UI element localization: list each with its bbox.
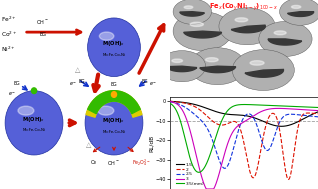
Circle shape xyxy=(219,8,275,45)
Ellipse shape xyxy=(250,61,264,65)
Text: EG: EG xyxy=(141,79,148,84)
Text: M(OH)$_x$: M(OH)$_x$ xyxy=(102,39,126,48)
Text: M=Fe,Co,Ni: M=Fe,Co,Ni xyxy=(23,128,45,132)
Ellipse shape xyxy=(18,106,34,115)
Text: Fe$^{2+}$: Fe$^{2+}$ xyxy=(1,14,16,24)
Text: EG: EG xyxy=(111,82,117,87)
Circle shape xyxy=(85,91,143,155)
Circle shape xyxy=(158,51,206,82)
Circle shape xyxy=(280,0,318,25)
Text: M(OH)$_x$: M(OH)$_x$ xyxy=(23,115,45,124)
Text: M=Fe,Co,Ni: M=Fe,Co,Ni xyxy=(102,53,126,57)
Text: EG: EG xyxy=(14,81,20,86)
Text: △: △ xyxy=(86,143,91,149)
Text: OH$^-$: OH$^-$ xyxy=(36,18,49,26)
Polygon shape xyxy=(184,31,222,38)
Ellipse shape xyxy=(184,6,193,9)
Text: OH$^-$: OH$^-$ xyxy=(107,159,121,167)
Circle shape xyxy=(173,12,232,51)
Polygon shape xyxy=(200,66,236,73)
Polygon shape xyxy=(268,39,302,45)
Circle shape xyxy=(232,50,294,91)
Circle shape xyxy=(111,92,116,97)
Text: O$_2$: O$_2$ xyxy=(90,158,98,167)
Polygon shape xyxy=(231,25,265,33)
Ellipse shape xyxy=(190,22,204,26)
Text: $e^-$: $e^-$ xyxy=(149,80,157,88)
Circle shape xyxy=(189,48,245,85)
Circle shape xyxy=(173,0,211,24)
Ellipse shape xyxy=(274,31,286,35)
Wedge shape xyxy=(86,91,142,117)
Circle shape xyxy=(259,21,312,57)
Text: Ni$^{2+}$: Ni$^{2+}$ xyxy=(1,44,15,54)
Legend: 1.5, 2, 2.5, 3, 3.5(mm): 1.5, 2, 2.5, 3, 3.5(mm) xyxy=(175,162,205,187)
Circle shape xyxy=(31,88,37,94)
Text: Co$^{2+}$: Co$^{2+}$ xyxy=(1,29,17,39)
Text: Fe$_2$O$_4^{2-}$: Fe$_2$O$_4^{2-}$ xyxy=(132,157,151,168)
Circle shape xyxy=(88,18,140,77)
Text: $e^-$: $e^-$ xyxy=(8,91,16,98)
Ellipse shape xyxy=(99,32,114,40)
Polygon shape xyxy=(287,12,314,16)
Ellipse shape xyxy=(292,5,301,8)
Ellipse shape xyxy=(235,18,248,22)
Polygon shape xyxy=(245,70,283,77)
Wedge shape xyxy=(88,91,140,114)
Text: M=Fe,Co,Ni: M=Fe,Co,Ni xyxy=(102,130,126,134)
Y-axis label: RL/dB: RL/dB xyxy=(149,135,154,152)
Text: M(OH)$_x$: M(OH)$_x$ xyxy=(102,116,126,125)
Text: EG: EG xyxy=(39,32,46,36)
Ellipse shape xyxy=(172,59,183,62)
Polygon shape xyxy=(167,66,197,72)
Polygon shape xyxy=(180,12,204,16)
Text: Fe$_x$(Co$_y$Ni$_{1-y}$)$_{100-x}$: Fe$_x$(Co$_y$Ni$_{1-y}$)$_{100-x}$ xyxy=(209,2,279,13)
Ellipse shape xyxy=(98,106,114,115)
Circle shape xyxy=(5,91,63,155)
Text: $e^-$: $e^-$ xyxy=(69,80,77,88)
Text: △: △ xyxy=(75,67,80,73)
Text: EG: EG xyxy=(78,79,85,84)
Ellipse shape xyxy=(205,58,218,62)
